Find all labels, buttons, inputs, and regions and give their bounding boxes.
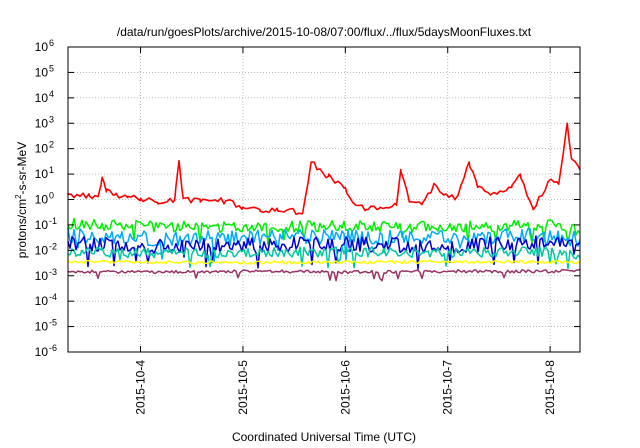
series-line-2 xyxy=(67,217,581,246)
series-line-3 xyxy=(67,227,581,264)
y-tick-exponent-label: -2 xyxy=(49,241,57,251)
y-tick-exponent-label: -6 xyxy=(49,343,57,353)
x-tick-label: 2015-10-6 xyxy=(338,360,352,415)
series-line-1 xyxy=(67,122,581,216)
y-tick-label: 10 xyxy=(35,294,49,308)
y-tick-exponent-label: -5 xyxy=(49,318,57,328)
y-tick-exponent-label: 3 xyxy=(49,114,54,124)
x-tick-label: 2015-10-4 xyxy=(134,360,148,415)
y-tick-exponent-label: -3 xyxy=(49,267,57,277)
chart-title: /data/run/goesPlots/archive/2015-10-08/0… xyxy=(117,25,532,39)
grid-lines xyxy=(68,47,580,352)
y-tick-exponent-label: 1 xyxy=(49,165,54,175)
y-tick-exponent-label: 5 xyxy=(49,63,54,73)
y-axis-title-rest: -s-sr-MeV xyxy=(15,142,29,195)
y-tick-exponent-label: 2 xyxy=(49,140,54,150)
x-tick-label: 2015-10-8 xyxy=(543,360,557,415)
y-tick-exponent-label: -1 xyxy=(49,216,57,226)
y-tick-label: 10 xyxy=(35,65,49,79)
x-axis-title: Coordinated Universal Time (UTC) xyxy=(232,430,416,444)
x-tick-label: 2015-10-7 xyxy=(441,360,455,415)
y-tick-label: 10 xyxy=(35,142,49,156)
series-line-6 xyxy=(67,259,581,265)
y-axis-title-main: protons/cm xyxy=(15,199,29,258)
series-line-4 xyxy=(67,235,581,271)
y-tick-label: 10 xyxy=(35,269,49,283)
y-tick-label: 10 xyxy=(35,91,49,105)
y-tick-label: 10 xyxy=(35,243,49,257)
series-line-5 xyxy=(67,246,581,270)
y-tick-label: 10 xyxy=(35,167,49,181)
y-tick-label: 10 xyxy=(35,40,49,54)
y-tick-exponent-label: 4 xyxy=(49,89,54,99)
y-axis-title: protons/cm2-s-sr-MeV xyxy=(14,142,29,258)
series-line-7 xyxy=(67,268,581,282)
series-lines xyxy=(67,122,581,282)
x-tick-label: 2015-10-5 xyxy=(236,360,250,415)
y-tick-exponent-label: 0 xyxy=(49,191,54,201)
y-tick-label: 10 xyxy=(35,193,49,207)
y-tick-label: 10 xyxy=(35,345,49,359)
y-tick-label: 10 xyxy=(35,116,49,130)
y-tick-label: 10 xyxy=(35,218,49,232)
y-tick-exponent-label: 6 xyxy=(49,38,54,48)
y-tick-exponent-label: -4 xyxy=(49,292,57,302)
y-axis-title-sup: 2 xyxy=(14,194,23,199)
axis-ticks: 10 -610 -510 -410 -310 -210 -110 010 110 210 310 41… xyxy=(35,38,580,415)
y-tick-label: 10 xyxy=(35,320,49,334)
